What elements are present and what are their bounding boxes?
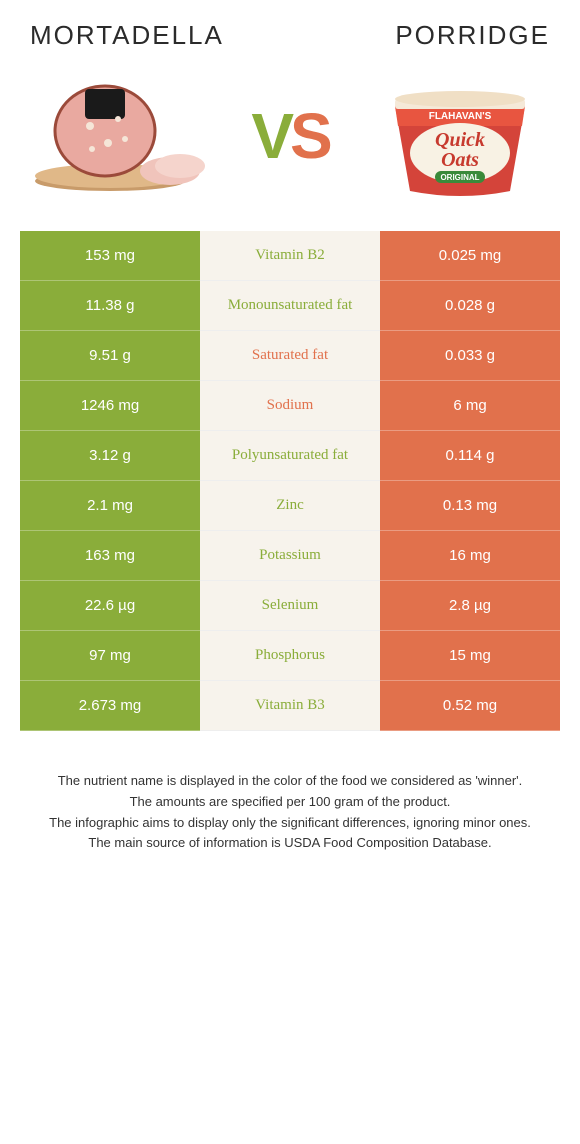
table-row: 11.38 gMonounsaturated fat0.028 g xyxy=(20,281,560,331)
footnotes: The nutrient name is displayed in the co… xyxy=(20,771,560,854)
table-row: 153 mgVitamin B20.025 mg xyxy=(20,231,560,281)
cell-nutrient-label: Phosphorus xyxy=(200,631,380,681)
cell-left-value: 22.6 µg xyxy=(20,581,200,631)
table-row: 163 mgPotassium16 mg xyxy=(20,531,560,581)
images-row: VS FLAHAVAN'S Quick Oats ORIGINAL xyxy=(20,71,560,201)
cell-nutrient-label: Selenium xyxy=(200,581,380,631)
vs-s-letter: S xyxy=(290,100,329,172)
cell-left-value: 1246 mg xyxy=(20,381,200,431)
cell-nutrient-label: Potassium xyxy=(200,531,380,581)
vs-label: VS xyxy=(251,99,328,173)
title-left: MORTADELLA xyxy=(30,20,224,51)
cell-right-value: 0.114 g xyxy=(380,431,560,481)
cell-left-value: 2.1 mg xyxy=(20,481,200,531)
table-row: 22.6 µgSelenium2.8 µg xyxy=(20,581,560,631)
cell-right-value: 0.52 mg xyxy=(380,681,560,731)
cell-right-value: 0.025 mg xyxy=(380,231,560,281)
cell-right-value: 2.8 µg xyxy=(380,581,560,631)
vs-v-letter: V xyxy=(251,100,290,172)
cell-nutrient-label: Vitamin B2 xyxy=(200,231,380,281)
infographic-container: MORTADELLA PORRIDGE VS xyxy=(0,0,580,1144)
table-row: 1246 mgSodium6 mg xyxy=(20,381,560,431)
cell-nutrient-label: Vitamin B3 xyxy=(200,681,380,731)
cell-left-value: 9.51 g xyxy=(20,331,200,381)
cell-nutrient-label: Sodium xyxy=(200,381,380,431)
table-row: 97 mgPhosphorus15 mg xyxy=(20,631,560,681)
nutrient-table: 153 mgVitamin B20.025 mg11.38 gMonounsat… xyxy=(20,231,560,731)
cell-right-value: 0.028 g xyxy=(380,281,560,331)
footnote-line: The nutrient name is displayed in the co… xyxy=(40,771,540,792)
footnote-line: The main source of information is USDA F… xyxy=(40,833,540,854)
cell-left-value: 97 mg xyxy=(20,631,200,681)
porridge-line2-text: Oats xyxy=(441,149,479,171)
table-row: 9.51 gSaturated fat0.033 g xyxy=(20,331,560,381)
cell-right-value: 15 mg xyxy=(380,631,560,681)
cell-left-value: 2.673 mg xyxy=(20,681,200,731)
porridge-line1-text: Quick xyxy=(435,129,485,151)
cell-left-value: 11.38 g xyxy=(20,281,200,331)
table-row: 3.12 gPolyunsaturated fat0.114 g xyxy=(20,431,560,481)
mortadella-image xyxy=(30,71,210,201)
title-right: PORRIDGE xyxy=(395,20,550,51)
header-row: MORTADELLA PORRIDGE xyxy=(20,20,560,61)
cell-right-value: 0.033 g xyxy=(380,331,560,381)
cell-right-value: 16 mg xyxy=(380,531,560,581)
cell-nutrient-label: Monounsaturated fat xyxy=(200,281,380,331)
porridge-image: FLAHAVAN'S Quick Oats ORIGINAL xyxy=(370,71,550,201)
cell-nutrient-label: Polyunsaturated fat xyxy=(200,431,380,481)
cell-nutrient-label: Zinc xyxy=(200,481,380,531)
cell-left-value: 3.12 g xyxy=(20,431,200,481)
cell-right-value: 0.13 mg xyxy=(380,481,560,531)
porridge-tag-text: ORIGINAL xyxy=(440,173,479,182)
cell-nutrient-label: Saturated fat xyxy=(200,331,380,381)
cell-left-value: 163 mg xyxy=(20,531,200,581)
footnote-line: The amounts are specified per 100 gram o… xyxy=(40,792,540,813)
footnote-line: The infographic aims to display only the… xyxy=(40,813,540,834)
cell-left-value: 153 mg xyxy=(20,231,200,281)
table-row: 2.673 mgVitamin B30.52 mg xyxy=(20,681,560,731)
table-row: 2.1 mgZinc0.13 mg xyxy=(20,481,560,531)
porridge-brand-text: FLAHAVAN'S xyxy=(429,111,492,122)
cell-right-value: 6 mg xyxy=(380,381,560,431)
